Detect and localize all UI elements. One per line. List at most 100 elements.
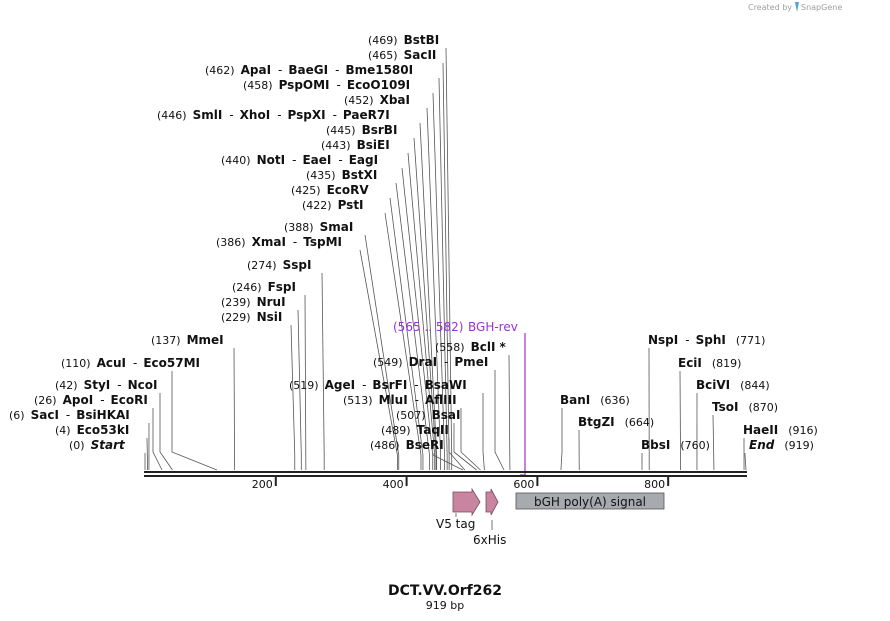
site-bstxi[interactable]: (435) BstXI [306,168,377,182]
enzyme-name: BsiHKAI [76,408,130,422]
site-apoi[interactable]: (26) ApoI - EcoRI [34,393,148,407]
site-noti[interactable]: (440) NotI - EaeI - EagI [221,153,378,167]
feature-6xhis[interactable]: 6xHis [473,488,506,547]
site-ecii[interactable]: EciI (819) [678,356,741,370]
site-styi[interactable]: (42) StyI - NcoI [55,378,157,392]
site-star: * [499,340,506,354]
site-xbai[interactable]: (452) XbaI [344,93,410,107]
site-bstbi[interactable]: (469) BstBI [368,33,439,47]
site-smai[interactable]: (388) SmaI [284,220,353,234]
site-label-taqii: (489) TaqII [381,423,449,437]
site-sacii[interactable]: (465) SacII [368,48,436,62]
leader-apai [438,77,448,470]
name-separator: - [335,63,339,77]
site-haeii[interactable]: HaeII (916) [743,423,818,437]
site-bbsi[interactable]: BbsI (760) [641,438,710,452]
site-position: (0) [69,439,85,452]
feature-v5-tag[interactable]: V5 tag [436,487,481,531]
site-apai[interactable]: (462) ApaI - BaeGI - Bme1580I [205,63,413,77]
leader-psti [384,212,422,470]
site-btgzi[interactable]: BtgZI (664) [578,415,654,429]
site-label-nrui: (239) NruI [221,295,286,309]
site-position: (489) [381,424,411,437]
dna-backbone [144,471,747,477]
site-label-nspi: NspI - SphI (771) [648,333,765,347]
leader-bcli [508,354,511,471]
site-bani[interactable]: BanI (636) [560,393,630,407]
site-label-xmai: (386) XmaI - TspMI [216,235,342,249]
6xhis-arrow-icon [485,488,499,516]
site-label-bsiei: (443) BsiEI [321,138,390,152]
site-acui[interactable]: (110) AcuI - Eco57MI [61,356,200,370]
site-position: (435) [306,169,336,182]
site-tsoi[interactable]: TsoI (870) [712,400,778,414]
enzyme-name: PstI [338,198,364,212]
site-bsai[interactable]: (507) BsaI [396,408,460,422]
tick-label: 600 [513,478,534,491]
site-agei[interactable]: (519) AgeI - BsrFI - BsaWI [289,378,467,392]
site-taqii[interactable]: (489) TaqII [381,423,449,437]
site-end[interactable]: End (919) [749,438,814,452]
name-separator: - [66,408,70,422]
site-fspi[interactable]: (246) FspI [232,280,296,294]
site-leader-lines [144,47,747,471]
enzyme-name: BsrFI [372,378,407,392]
leader-tsoi [712,414,715,471]
site-nsii[interactable]: (229) NsiI [221,310,282,324]
site-label-ecorv: (425) EcoRV [291,183,369,197]
site-psti[interactable]: (422) PstI [302,198,364,212]
site-bsiei[interactable]: (443) BsiEI [321,138,390,152]
site-bsrbi[interactable]: (445) BsrBI [326,123,397,137]
leader-mmei [233,347,235,471]
enzyme-name: BbsI [641,438,670,452]
name-separator: - [133,356,137,370]
site-label-sspi: (274) SspI [247,258,311,272]
site-position: (870) [748,401,778,414]
site-xmai[interactable]: (386) XmaI - TspMI [216,235,342,249]
site-position: (137) [151,334,181,347]
site-ecorv[interactable]: (425) EcoRV [291,183,369,197]
enzyme-name: SmlI [193,108,223,122]
primer-name: BGH-rev [468,320,518,334]
enzyme-name: XbaI [380,93,410,107]
enzyme-name: PmeI [454,355,488,369]
enzyme-name: BtgZI [578,415,615,429]
site-nrui[interactable]: (239) NruI [221,295,286,309]
site-position: (664) [625,416,655,429]
site-mlui[interactable]: (513) MluI - AflIII [343,393,457,407]
leader-bseri [432,453,464,471]
site-pspomi[interactable]: (458) PspOMI - EcoO109I [243,78,410,92]
leader-nrui [297,309,302,470]
enzyme-name: BstBI [404,33,440,47]
enzyme-name: PspXI [288,108,326,122]
name-separator: - [292,153,296,167]
enzyme-name: MmeI [187,333,224,347]
enzyme-name: XhoI [240,108,271,122]
leader-eco53ki [146,437,149,471]
primer-bgh-rev[interactable]: (565 .. 582) BGH-rev [393,320,526,476]
map-size: 919 bp [426,599,464,612]
site-label-agei: (519) AgeI - BsrFI - BsaWI [289,378,467,392]
site-sspi[interactable]: (274) SspI [247,258,311,272]
site-mmei[interactable]: (137) MmeI [151,333,224,347]
site-bcli[interactable]: (558) BclI * [435,340,506,354]
name-separator: - [444,355,448,369]
site-start[interactable]: (0) Start [69,438,126,452]
site-smli[interactable]: (446) SmlI - XhoI - PspXI - PaeR7I [157,108,390,122]
feature-bgh-polya-signal[interactable]: bGH poly(A) signal [515,492,665,510]
site-drai[interactable]: (549) DraI - PmeI [373,355,488,369]
site-bseri[interactable]: (486) BseRI [370,438,444,452]
enzyme-name: BaeGI [288,63,328,77]
enzyme-name: EagI [349,153,378,167]
leader-sacii [442,62,450,470]
site-saci[interactable]: (6) SacI - BsiHKAI [9,408,130,422]
6xhis-label: 6xHis [473,533,506,547]
site-eco53ki[interactable]: (4) Eco53kI [55,423,129,437]
enzyme-name: BclI [471,340,496,354]
site-label-drai: (549) DraI - PmeI [373,355,488,369]
enzyme-name: ApoI [63,393,94,407]
site-position: (465) [368,49,398,62]
brand-name: SnapGene [801,3,842,12]
site-nspi[interactable]: NspI - SphI (771) [648,333,765,347]
site-bcivi[interactable]: BciVI (844) [696,378,770,392]
